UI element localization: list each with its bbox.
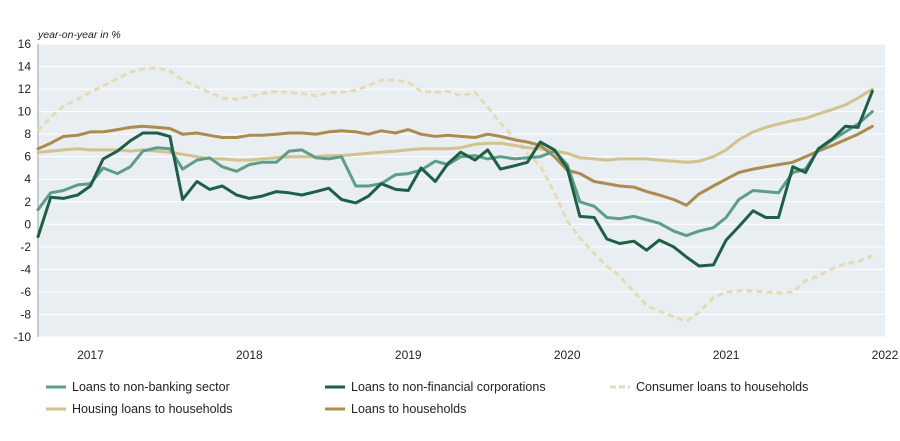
y-tick-label: -2 xyxy=(20,240,31,254)
y-tick-label: -10 xyxy=(14,330,32,344)
y-tick-label: 8 xyxy=(24,127,31,141)
x-tick-label: 2017 xyxy=(77,348,104,362)
legend-swatch xyxy=(610,385,630,389)
legend: Loans to non-banking sector Loans to non… xyxy=(0,375,900,441)
y-axis-ticks: -10 -8 -6 -4 -2 0 2 4 6 8 10 12 14 16 xyxy=(14,37,32,344)
x-tick-label: 2021 xyxy=(713,348,740,362)
x-axis-ticks: 2017 2018 2019 2020 2021 2022 xyxy=(77,348,899,362)
line-chart: -10 -8 -6 -4 -2 0 2 4 6 8 10 12 14 16 2017 2018 2019 202… xyxy=(14,29,899,362)
x-tick-label: 2018 xyxy=(236,348,263,362)
x-tick-label: 2022 xyxy=(872,348,899,362)
y-tick-label: 4 xyxy=(24,172,31,186)
y-tick-label: 14 xyxy=(18,60,32,74)
legend-label: Loans to households xyxy=(351,402,467,416)
series-line-loans-to-non-financial-corporations xyxy=(36,89,874,268)
legend-swatch xyxy=(325,385,345,389)
y-tick-label: 6 xyxy=(24,150,31,164)
legend-label: Loans to non-banking sector xyxy=(72,380,230,394)
y-tick-label: -8 xyxy=(20,307,31,321)
y-tick-label: 2 xyxy=(24,195,31,209)
y-tick-label: 0 xyxy=(24,217,31,231)
series-line-housing-loans-to-households xyxy=(36,87,874,164)
y-tick-label: 10 xyxy=(18,105,32,119)
y-tick-label: 12 xyxy=(18,82,32,96)
y-tick-label: 16 xyxy=(18,37,32,51)
legend-item-non-financial: Loans to non-financial corporations xyxy=(325,380,546,394)
legend-item-housing: Housing loans to households xyxy=(46,402,233,416)
x-tick-label: 2019 xyxy=(395,348,422,362)
legend-item-consumer: Consumer loans to households xyxy=(610,380,808,394)
legend-label: Loans to non-financial corporations xyxy=(351,380,546,394)
legend-label: Consumer loans to households xyxy=(636,380,809,394)
x-tick-label: 2020 xyxy=(554,348,581,362)
legend-item-non-banking: Loans to non-banking sector xyxy=(46,380,230,394)
y-tick-label: -4 xyxy=(20,262,31,276)
plot-area xyxy=(38,44,885,337)
unit-label: year-on-year in % xyxy=(37,29,121,41)
series-lines xyxy=(36,66,874,323)
y-tick-label: -6 xyxy=(20,285,31,299)
legend-swatch xyxy=(46,407,66,411)
legend-item-households: Loans to households xyxy=(325,402,466,416)
series-line-loans-to-households xyxy=(36,124,874,207)
legend-swatch xyxy=(46,385,66,389)
series-line-consumer-loans-to-households xyxy=(36,66,873,323)
series-line-loans-to-non-banking-sector xyxy=(36,110,874,238)
legend-swatch xyxy=(325,407,345,411)
legend-label: Housing loans to households xyxy=(72,402,233,416)
